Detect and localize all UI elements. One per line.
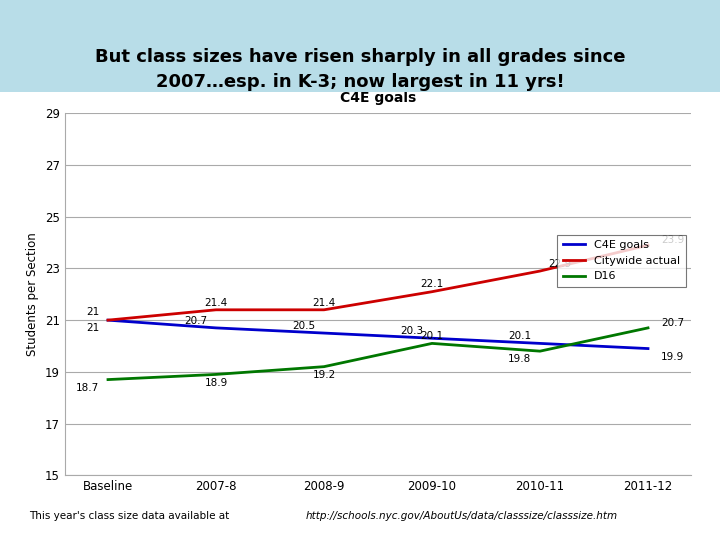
D16 (536, 348, 544, 354)
Text: 22.9: 22.9 (549, 259, 572, 269)
Text: 21.4: 21.4 (204, 298, 228, 308)
Citywide actual (428, 288, 436, 295)
Text: 21: 21 (86, 323, 99, 333)
Text: 20.3: 20.3 (400, 326, 423, 336)
Line: Citywide actual: Citywide actual (108, 245, 648, 320)
D16 (320, 363, 328, 370)
Text: 20.7: 20.7 (661, 318, 684, 328)
Y-axis label: Students per Section: Students per Section (27, 232, 40, 356)
D16 (428, 340, 436, 347)
Text: This year's class size data available at: This year's class size data available at (29, 511, 235, 521)
Text: 21: 21 (86, 307, 99, 318)
Text: 21.4: 21.4 (312, 298, 336, 308)
Legend: C4E goals, Citywide actual, D16: C4E goals, Citywide actual, D16 (557, 235, 685, 287)
Text: 23.9: 23.9 (661, 235, 684, 245)
Citywide actual (536, 268, 544, 274)
Line: D16: D16 (108, 328, 648, 380)
C4E goals (428, 335, 436, 341)
Citywide actual (644, 242, 652, 248)
D16 (104, 376, 112, 383)
Citywide actual (320, 307, 328, 313)
Citywide actual (212, 307, 220, 313)
C4E goals (212, 325, 220, 331)
C4E goals (536, 340, 544, 347)
C4E goals (104, 317, 112, 323)
Line: C4E goals: C4E goals (108, 320, 648, 349)
Text: 20.5: 20.5 (292, 321, 315, 331)
Text: http://schools.nyc.gov/AboutUs/data/classsize/classsize.htm: http://schools.nyc.gov/AboutUs/data/clas… (306, 511, 618, 521)
Text: 2007…esp. in K-3; now largest in 11 yrs!: 2007…esp. in K-3; now largest in 11 yrs! (156, 73, 564, 91)
Title: D16 k-3 class sizes have increased from below to above
C4E goals: D16 k-3 class sizes have increased from … (159, 75, 597, 105)
Text: 20.1: 20.1 (508, 331, 531, 341)
Text: 18.9: 18.9 (204, 377, 228, 388)
Text: 18.7: 18.7 (76, 383, 99, 393)
D16 (644, 325, 652, 331)
D16 (212, 371, 220, 377)
Text: 20.7: 20.7 (184, 316, 207, 326)
Text: 20.1: 20.1 (420, 331, 444, 341)
C4E goals (644, 346, 652, 352)
Text: But class sizes have risen sharply in all grades since: But class sizes have risen sharply in al… (95, 48, 625, 66)
Text: 19.2: 19.2 (312, 370, 336, 380)
Text: 19.8: 19.8 (508, 354, 531, 364)
Text: 19.9: 19.9 (661, 352, 684, 362)
Text: 22.1: 22.1 (420, 280, 444, 289)
C4E goals (320, 330, 328, 336)
Citywide actual (104, 317, 112, 323)
